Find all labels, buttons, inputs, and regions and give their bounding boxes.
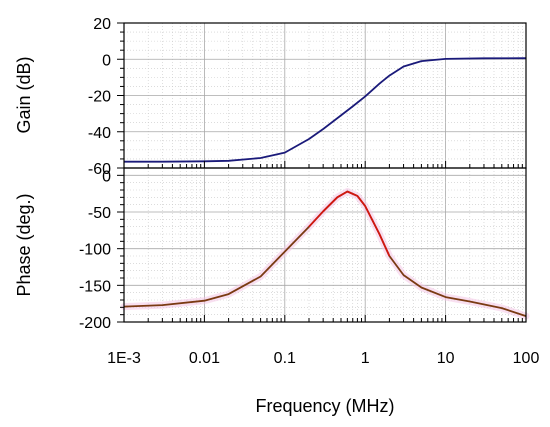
y-tick-label: -40 <box>88 125 111 142</box>
y-tick-label: 20 <box>93 16 111 33</box>
y-tick-label: -20 <box>88 89 111 106</box>
y-tick-label: -50 <box>88 205 111 222</box>
y-tick-label: -150 <box>79 278 111 295</box>
phase-plot-frame <box>123 167 527 323</box>
x-tick-label: 1 <box>361 350 370 367</box>
x-tick-label: 0.01 <box>189 350 220 367</box>
gain-grid <box>124 23 526 168</box>
x-tick-label: 1E-3 <box>107 350 141 367</box>
x-axis-ticks: 1E-3 0.01 0.1 1 10 100 <box>107 350 539 367</box>
x-tick-label: 100 <box>513 350 540 367</box>
x-tick-label: 10 <box>437 350 455 367</box>
phase-panel: 0 -50 -100 -150 -200 Phase (deg.) <box>14 167 530 332</box>
x-tick-label: 0.1 <box>274 350 296 367</box>
phase-series-group <box>120 188 530 320</box>
y-tick-label: -60 <box>88 161 111 178</box>
gain-series-group <box>124 57 527 163</box>
gain-panel: 20 0 -20 -40 -60 Gain (dB) <box>14 16 527 178</box>
y-tick-label: 0 <box>102 168 111 185</box>
series-line <box>124 57 527 163</box>
gain-y-axis-label: Gain (dB) <box>14 56 34 133</box>
phase-grid <box>124 168 526 322</box>
gain-y-ticks: 20 0 -20 -40 -60 <box>88 16 523 178</box>
series-peak-highlight <box>308 190 391 257</box>
y-tick-label: -100 <box>79 242 111 259</box>
phase-y-ticks: 0 -50 -100 -150 -200 <box>79 167 523 332</box>
x-axis-label: Frequency (MHz) <box>255 396 394 416</box>
y-tick-label: 0 <box>102 52 111 69</box>
phase-y-axis-label: Phase (deg.) <box>14 193 34 296</box>
y-tick-label: -200 <box>79 315 111 332</box>
